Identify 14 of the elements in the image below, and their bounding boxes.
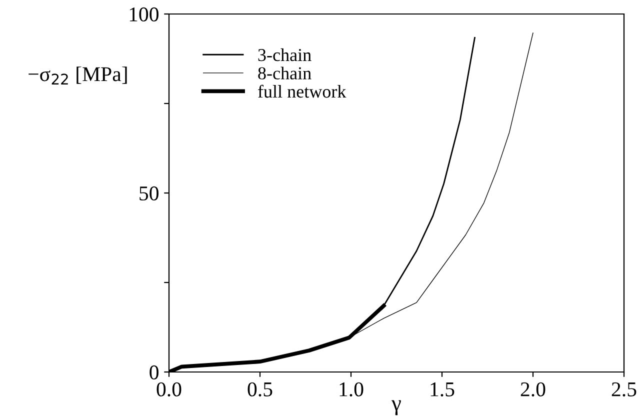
x-tick-label: 1.0 [340,382,364,396]
x-axis-title: γ [392,400,401,416]
x-tick-label: 0.0 [156,382,182,396]
x-tick-label: 0.5 [248,382,272,396]
x-tick-label: 1.5 [430,382,454,396]
y-tick-label: 0 [150,365,158,380]
legend-label: 8-chain [258,66,312,80]
y-tick-label: 100 [130,7,158,22]
legend-label: full network [258,84,346,98]
legend-label: 3-chain [258,48,312,62]
y-axis-title: −σ$_{22}$ [MPa] [28,66,127,84]
y-tick-label: 50 [140,186,158,200]
x-tick-label: 2.5 [612,382,636,396]
x-tick-label: 2.0 [520,382,546,396]
